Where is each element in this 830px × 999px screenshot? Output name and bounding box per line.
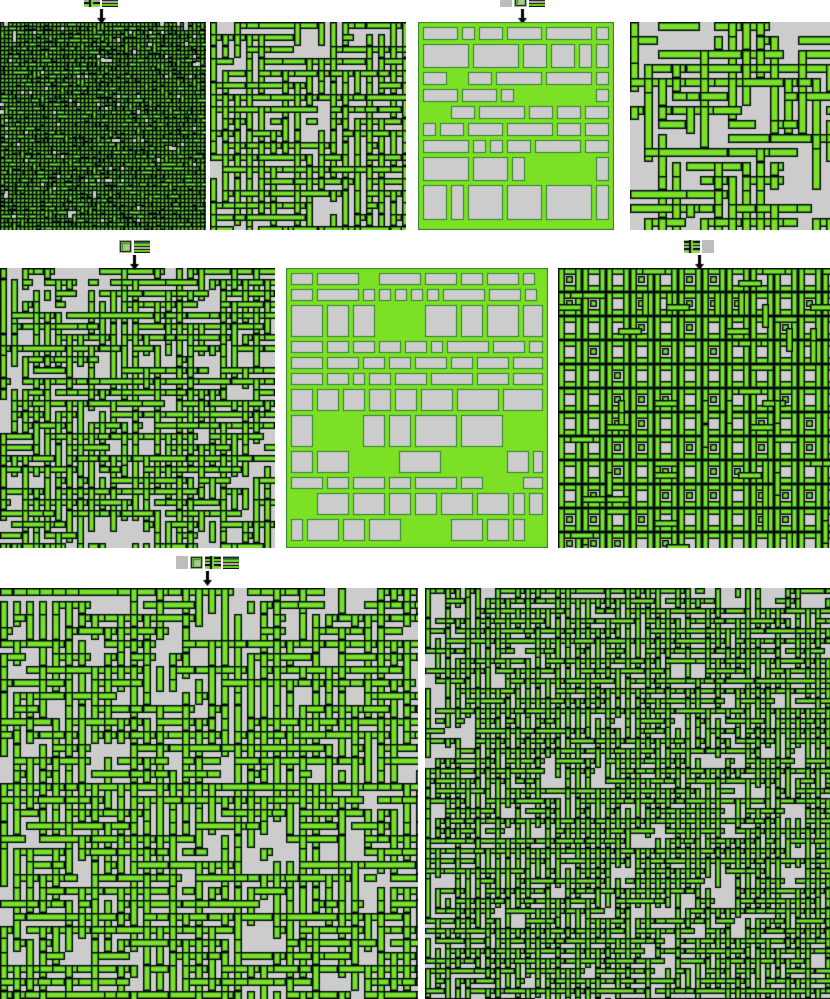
pattern-canvas-panel-1	[0, 22, 206, 230]
panel-header-panel-8	[175, 556, 239, 586]
cross-bar-icon	[84, 0, 100, 7]
pattern-canvas-panel-9	[425, 588, 830, 999]
pattern-canvas-panel-8	[0, 588, 418, 999]
panel-header-panel-2	[499, 0, 545, 24]
pattern-panel[interactable]	[210, 22, 406, 230]
glyph-badge-row	[84, 0, 118, 8]
panel-header-panel-5	[118, 240, 150, 270]
stripe-bar-icon	[222, 556, 239, 569]
panel-header-panel-6	[684, 240, 714, 270]
pattern-panel[interactable]	[425, 588, 830, 999]
pattern-canvas-panel-2	[210, 22, 406, 230]
gray-square-icon	[175, 556, 188, 569]
pattern-canvas-panel-7	[558, 268, 830, 548]
pattern-canvas-panel-4	[630, 22, 830, 230]
glyph-badge-row	[684, 240, 714, 254]
stripe-bar-icon	[102, 0, 118, 7]
pattern-canvas-panel-5	[0, 268, 275, 548]
panel-header-panel-1	[84, 0, 118, 24]
pattern-panel[interactable]	[418, 22, 614, 230]
glyph-badge-row	[118, 240, 150, 254]
glyph-badge-row	[499, 0, 545, 8]
nested-corner-icon	[118, 240, 132, 253]
pattern-panel[interactable]	[0, 588, 418, 999]
nested-corner-icon	[189, 556, 203, 569]
pattern-canvas-panel-6	[286, 268, 548, 548]
stripe-bar-icon	[133, 240, 150, 253]
cross-bar-icon	[204, 556, 221, 569]
pattern-panel[interactable]	[286, 268, 548, 548]
gray-square-icon	[702, 240, 714, 253]
pattern-panel[interactable]	[630, 22, 830, 230]
gray-square-icon	[499, 0, 512, 7]
nested-corner-icon	[513, 0, 527, 7]
pattern-canvas-panel-3	[418, 22, 614, 230]
stripe-bar-icon	[528, 0, 545, 7]
pattern-panel[interactable]	[0, 268, 275, 548]
glyph-badge-row	[175, 556, 239, 570]
cross-bar-icon	[684, 240, 700, 253]
down-arrow-icon	[202, 571, 212, 586]
pattern-panel[interactable]	[0, 22, 206, 230]
pattern-panel[interactable]	[558, 268, 830, 548]
